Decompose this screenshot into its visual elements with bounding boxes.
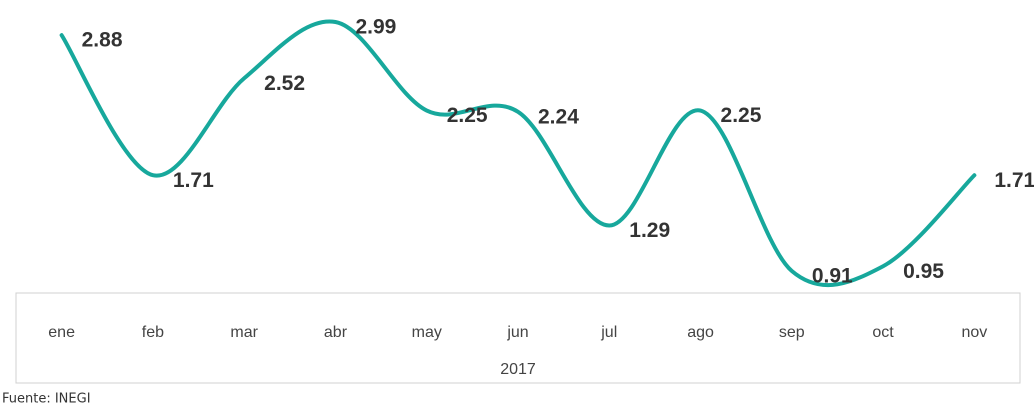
data-label: 0.91 (812, 265, 853, 288)
x-tick-label: ene (48, 324, 75, 341)
x-tick-label: nov (961, 324, 987, 341)
data-label: 1.71 (994, 169, 1034, 192)
data-label: 2.25 (447, 104, 488, 127)
x-tick-label: feb (142, 324, 164, 341)
data-label: 2.52 (264, 72, 305, 95)
x-tick-label: jun (506, 324, 528, 341)
data-label: 2.24 (538, 105, 579, 128)
line (59, 19, 977, 288)
data-label: 0.95 (903, 260, 944, 283)
x-tick-label: mar (230, 324, 258, 341)
category-box (15, 292, 1021, 384)
data-label: 2.99 (355, 16, 396, 39)
source: Fuente: INEGI (2, 392, 91, 407)
x-tick-label: may (412, 324, 442, 341)
data-label: 2.25 (721, 104, 762, 127)
x-tick-label: abr (324, 324, 348, 341)
data-label: 1.29 (629, 219, 670, 242)
x-tick-label: ago (687, 324, 714, 341)
group-label: 2017 (500, 361, 536, 378)
data-label: 1.71 (173, 169, 214, 192)
x-tick-label: oct (872, 324, 894, 341)
x-tick-label: jul (600, 324, 617, 341)
data-label: 2.88 (82, 29, 123, 52)
x-tick-label: sep (779, 324, 805, 341)
